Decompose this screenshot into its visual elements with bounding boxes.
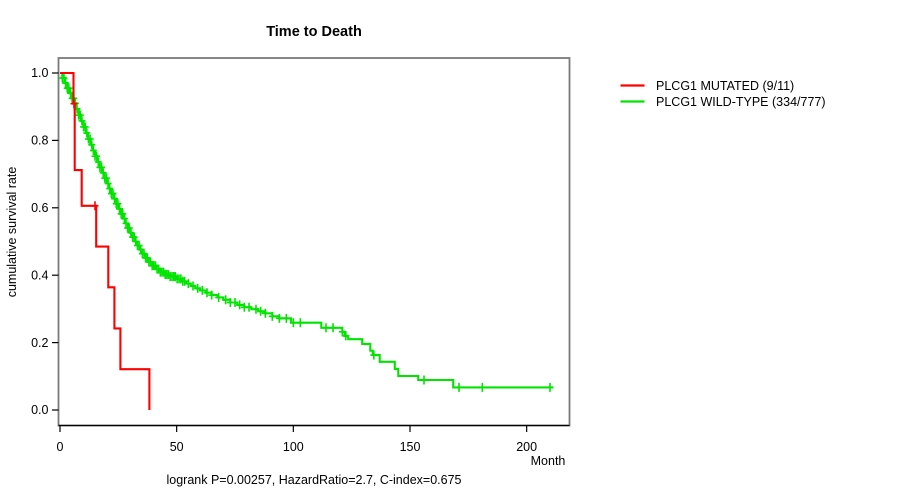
plot-title: Time to Death [266, 24, 362, 40]
y-tick-label: 1.0 [31, 66, 48, 80]
x-tick-label: 100 [283, 440, 304, 454]
y-tick-label: 0.8 [31, 134, 48, 148]
axis-ticks: 0 50 100 150 200 0.0 0.2 0.4 0.6 0.8 1.0 [31, 66, 537, 454]
x-tick-label: 50 [170, 440, 184, 454]
survival-curves [58, 71, 554, 410]
stats-footnote: logrank P=0.00257, HazardRatio=2.7, C-in… [167, 473, 462, 487]
x-axis-label: Month [531, 454, 566, 468]
x-tick-label: 150 [400, 440, 421, 454]
y-axis-label: cumulative survival rate [5, 167, 19, 298]
x-tick-label: 0 [57, 440, 64, 454]
legend-label: PLCG1 MUTATED (9/11) [656, 79, 794, 93]
y-tick-label: 0.6 [31, 201, 48, 215]
legend: PLCG1 MUTATED (9/11) PLCG1 WILD-TYPE (334… [620, 79, 826, 109]
legend-label: PLCG1 WILD-TYPE (334/777) [656, 95, 826, 109]
y-tick-label: 0.2 [31, 336, 48, 350]
y-tick-label: 0.4 [31, 268, 48, 282]
x-tick-label: 200 [516, 440, 537, 454]
survival-curve [60, 71, 554, 389]
y-tick-label: 0.0 [31, 403, 48, 417]
